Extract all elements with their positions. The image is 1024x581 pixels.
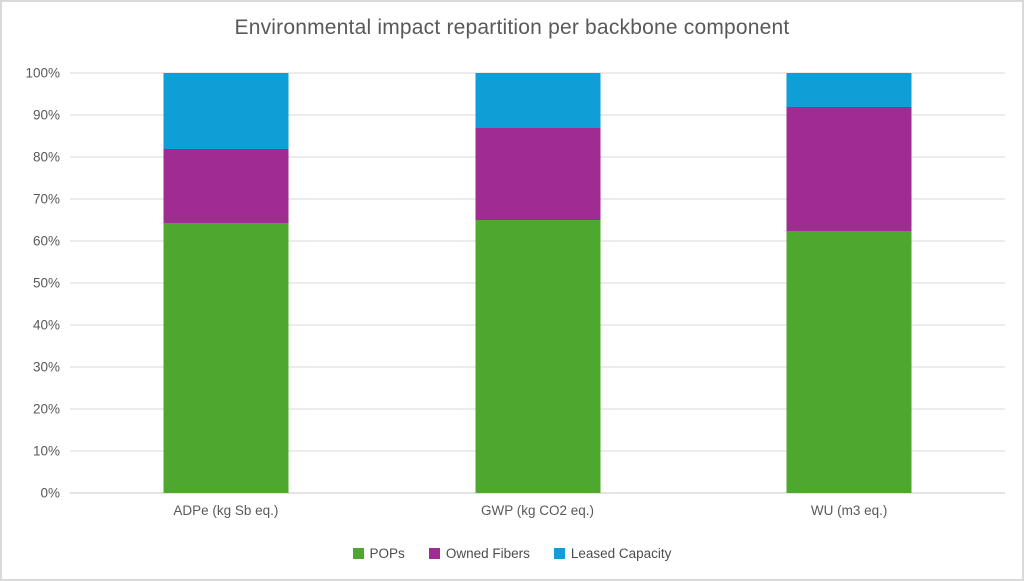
legend-label: POPs: [369, 545, 405, 561]
legend-swatch: [428, 547, 440, 559]
bar-2: [475, 73, 600, 493]
bar-segment-leased-capacity: [475, 73, 600, 128]
legend-item-owned-fibers: Owned Fibers: [428, 545, 530, 561]
x-category-label: WU (m3 eq.): [810, 503, 888, 518]
y-axis-labels: 0% 10% 20% 30% 40% 50% 60% 70% 80% 90% 100%: [2, 66, 60, 501]
y-tick-label: 100%: [25, 65, 60, 81]
bar-3: [786, 73, 912, 493]
y-tick-label: 60%: [32, 233, 60, 249]
gridline: [70, 72, 1005, 74]
y-tick-label: 90%: [32, 107, 60, 123]
legend-label: Owned Fibers: [445, 545, 530, 561]
legend-swatch: [352, 547, 364, 559]
y-tick-label: 0%: [40, 485, 60, 501]
x-axis-labels: ADPe (kg Sb eq.) GWP (kg CO2 eq.) WU (m3 e…: [70, 503, 1005, 518]
bar-segment-owned-fibers: [163, 149, 289, 223]
legend-label: Leased Capacity: [570, 545, 672, 561]
y-tick-label: 10%: [32, 443, 60, 459]
x-axis-line: [70, 492, 1005, 494]
bar-segment-owned-fibers: [786, 106, 912, 231]
y-tick-label: 50%: [32, 275, 60, 291]
bar-segment-leased-capacity: [786, 73, 912, 107]
bar-segment-owned-fibers: [475, 127, 600, 220]
legend: POPs Owned Fibers Leased Capacity: [2, 542, 1022, 564]
y-tick-label: 40%: [32, 317, 60, 333]
bar-1: [163, 73, 289, 493]
chart-title: Environmental impact repartition per bac…: [234, 16, 790, 39]
legend-swatch: [553, 547, 565, 559]
y-tick-label: 70%: [32, 191, 60, 207]
y-tick-label: 20%: [32, 401, 60, 417]
x-category-label: ADPe (kg Sb eq.): [173, 503, 279, 518]
bar-segment-pops: [786, 230, 912, 493]
bar-segment-pops: [163, 222, 289, 493]
legend-item-leased-capacity: Leased Capacity: [553, 545, 672, 561]
plot-area: [70, 72, 1005, 494]
legend-item-pops: POPs: [352, 545, 405, 561]
x-category-label: GWP (kg CO2 eq.): [480, 503, 595, 518]
bar-segment-pops: [475, 220, 600, 493]
bar-segment-leased-capacity: [163, 73, 289, 150]
y-tick-label: 80%: [32, 149, 60, 165]
y-tick-label: 30%: [32, 359, 60, 375]
